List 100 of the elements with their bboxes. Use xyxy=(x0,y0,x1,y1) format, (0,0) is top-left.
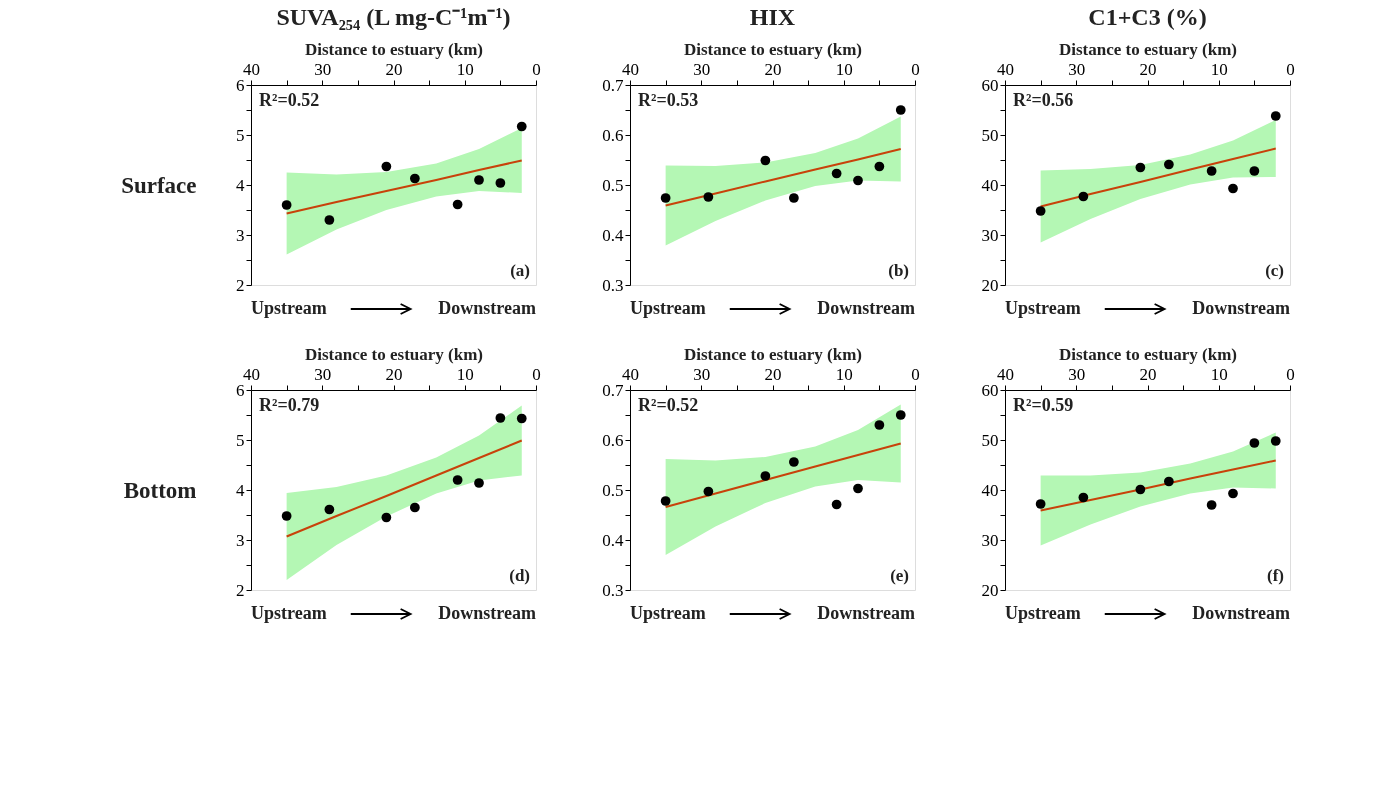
x-tick-label: 30 xyxy=(314,59,332,79)
point xyxy=(660,193,671,203)
y-tick-label: 50 xyxy=(981,125,999,145)
y-tick-label: 20 xyxy=(981,275,999,295)
y-axis-title: Bottom xyxy=(123,477,197,503)
y-tick-label: 0.6 xyxy=(602,125,624,145)
point xyxy=(1164,476,1174,487)
point xyxy=(381,161,392,172)
annotation: (e) xyxy=(890,566,909,585)
x-tick-label: 20 xyxy=(1139,59,1157,79)
x-tick-label: 30 xyxy=(1068,364,1086,384)
point xyxy=(474,175,484,185)
y-tick-label: 60 xyxy=(981,75,999,95)
y-tick-label: 5 xyxy=(236,125,245,145)
point xyxy=(1078,492,1089,503)
point xyxy=(760,471,771,481)
chart-title: C1+C3 (%) xyxy=(1088,4,1207,30)
point xyxy=(703,192,714,202)
point xyxy=(324,504,335,515)
text: Downstream xyxy=(817,298,915,318)
point xyxy=(853,175,863,186)
text: Downstream xyxy=(438,603,536,623)
point xyxy=(831,499,842,510)
y-tick-label: 30 xyxy=(981,225,999,245)
x-tick-label: 10 xyxy=(835,59,853,79)
point xyxy=(516,413,527,424)
x-tick-label: 20 xyxy=(385,59,403,79)
point xyxy=(1270,111,1281,121)
x-tick-label: 40 xyxy=(622,59,639,79)
text: Upstream xyxy=(1005,603,1081,623)
y-tick-label: 0.6 xyxy=(602,430,624,450)
point xyxy=(281,200,292,210)
y-tick-label: 40 xyxy=(981,480,999,500)
annotation: (c) xyxy=(1265,261,1284,280)
y-tick-label: 0.5 xyxy=(602,480,624,500)
text: Downstream xyxy=(438,298,536,318)
x-tick-label: 40 xyxy=(997,364,1014,384)
x-tick-label: 0 xyxy=(911,59,920,79)
x-tick-label: 30 xyxy=(693,364,711,384)
annotation: R²=0.52 xyxy=(638,395,699,415)
point xyxy=(1078,191,1089,202)
point xyxy=(1164,159,1174,170)
point xyxy=(895,410,906,420)
x-tick-label: 10 xyxy=(1210,59,1228,79)
point xyxy=(1270,436,1281,446)
x-axis-title: Distance to estuary (km) xyxy=(684,344,862,364)
y-tick-label: 5 xyxy=(236,430,245,450)
point xyxy=(1249,438,1260,448)
y-tick-label: 0.7 xyxy=(602,380,624,400)
text: Upstream xyxy=(251,298,327,318)
x-tick-label: 0 xyxy=(532,59,541,79)
point xyxy=(789,457,799,467)
x-tick-label: 10 xyxy=(835,364,853,384)
x-axis-title: Distance to estuary (km) xyxy=(305,344,483,364)
annotation: (f) xyxy=(1267,566,1284,585)
x-tick-label: 20 xyxy=(764,59,782,79)
point xyxy=(381,512,392,523)
point xyxy=(1228,183,1238,194)
point xyxy=(660,496,671,506)
point xyxy=(831,168,842,179)
annotation: (a) xyxy=(510,261,530,280)
x-tick-label: 0 xyxy=(532,364,541,384)
point xyxy=(495,178,506,188)
point xyxy=(1228,488,1238,499)
line-series xyxy=(285,159,523,215)
text: Downstream xyxy=(817,603,915,623)
annotation: R²=0.53 xyxy=(638,90,699,110)
point xyxy=(281,511,292,521)
point xyxy=(1206,500,1217,510)
point xyxy=(760,155,771,166)
x-tick-label: 40 xyxy=(622,364,639,384)
x-tick-label: 10 xyxy=(456,59,474,79)
x-tick-label: 20 xyxy=(1139,364,1157,384)
annotation: R²=0.52 xyxy=(259,90,320,110)
point xyxy=(874,420,885,430)
x-axis-title: Distance to estuary (km) xyxy=(1059,344,1237,364)
y-tick-label: 3 xyxy=(236,530,245,550)
y-tick-label: 20 xyxy=(981,580,999,600)
y-tick-label: 0.3 xyxy=(602,580,624,600)
line-series xyxy=(664,148,902,207)
y-tick-label: 0.4 xyxy=(602,530,624,550)
point xyxy=(495,413,506,423)
point xyxy=(789,193,799,203)
x-tick-label: 0 xyxy=(1286,364,1295,384)
point xyxy=(516,121,527,132)
x-tick-label: 20 xyxy=(764,364,782,384)
point xyxy=(410,173,420,184)
annotation: (b) xyxy=(888,261,909,280)
y-tick-label: 6 xyxy=(236,75,245,95)
x-tick-label: 10 xyxy=(1210,364,1228,384)
annotation: (d) xyxy=(509,566,530,585)
y-tick-label: 0.5 xyxy=(602,175,624,195)
point xyxy=(474,478,484,488)
point xyxy=(703,486,714,497)
line-series xyxy=(285,439,523,538)
y-tick-label: 30 xyxy=(981,530,999,550)
x-tick-label: 20 xyxy=(385,364,403,384)
point xyxy=(1035,206,1046,216)
point xyxy=(1135,484,1146,495)
point xyxy=(1206,166,1217,176)
